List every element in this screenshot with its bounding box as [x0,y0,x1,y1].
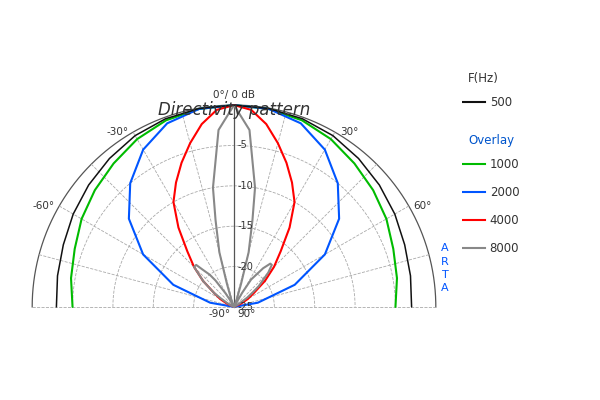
Text: 60°: 60° [413,201,432,211]
Text: 0°/ 0 dB: 0°/ 0 dB [213,90,255,100]
Text: -10: -10 [238,181,253,191]
Text: -5: -5 [238,140,247,150]
Text: F(Hz): F(Hz) [469,72,499,85]
Text: 500: 500 [490,96,512,108]
Text: -90°: -90° [209,309,231,319]
Text: Directivity pattern: Directivity pattern [158,100,310,118]
Text: 8000: 8000 [490,242,519,254]
Text: -25: -25 [238,302,253,312]
Text: 90°: 90° [237,309,255,319]
Text: Overlay: Overlay [469,134,514,147]
Text: 4000: 4000 [490,214,520,226]
Text: 2000: 2000 [490,186,520,198]
Text: A
R
T
A: A R T A [441,243,449,293]
Text: 1000: 1000 [490,158,520,170]
Text: -15: -15 [238,221,253,231]
Text: -30°: -30° [106,127,128,137]
Text: -60°: -60° [32,201,55,211]
Text: -20: -20 [238,262,253,272]
Text: 30°: 30° [340,127,358,137]
